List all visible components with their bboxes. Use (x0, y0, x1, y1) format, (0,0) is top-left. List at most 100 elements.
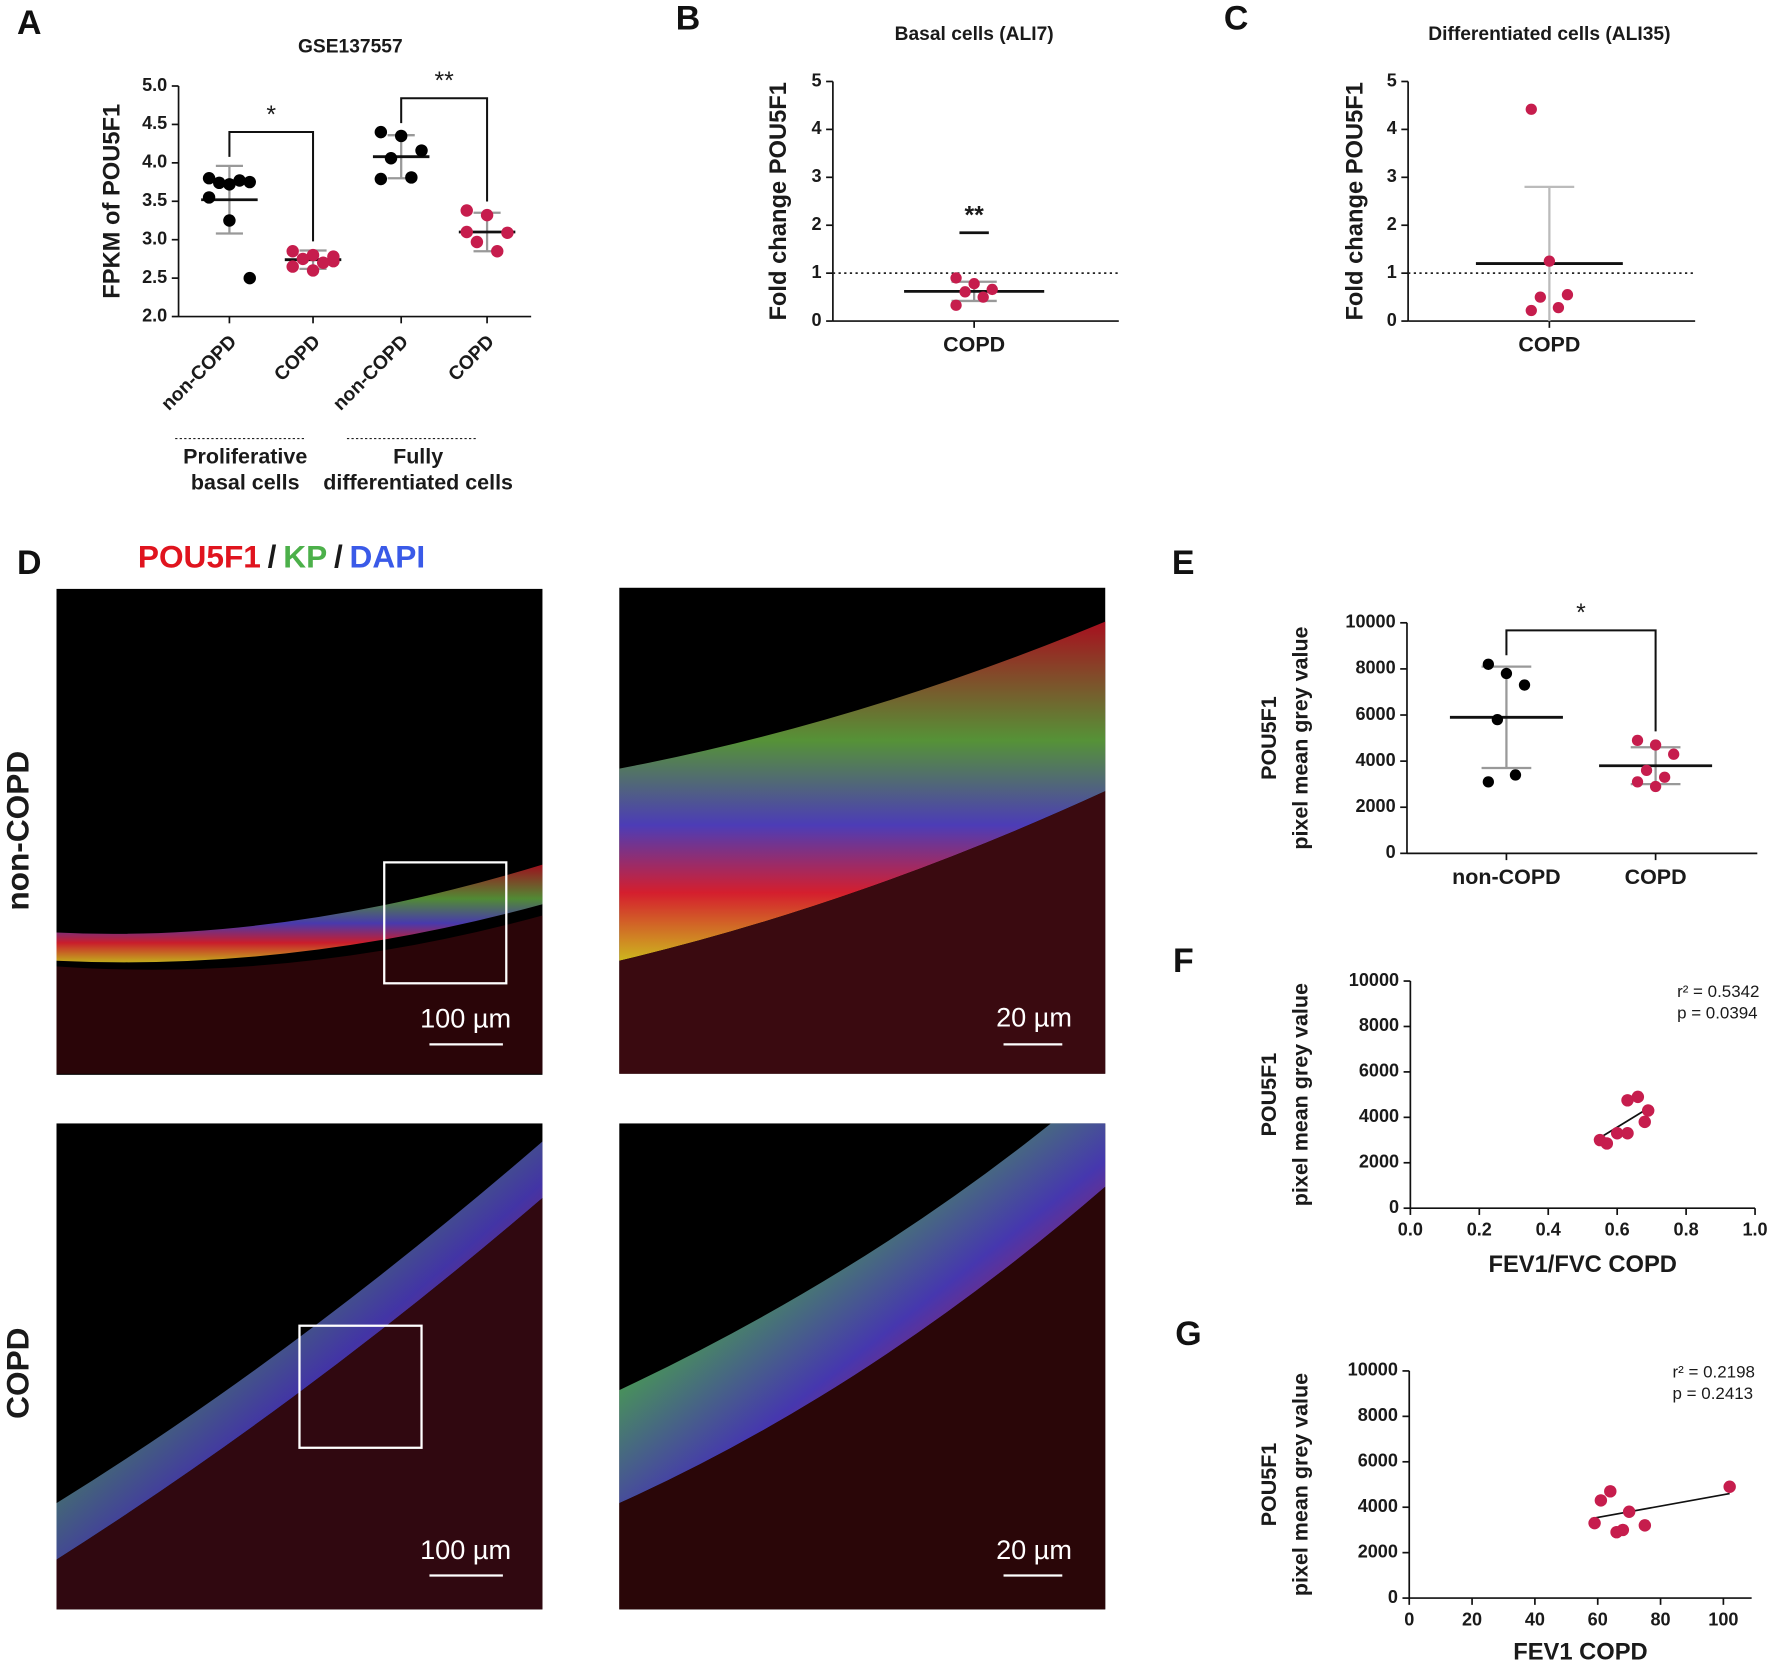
x-tick-label: 1.0 (1742, 1220, 1767, 1240)
row-label: non-COPD (0, 751, 36, 911)
annotation: p = 0.2413 (1673, 1384, 1754, 1403)
micrographs (56, 587, 1106, 1610)
y-tick-label: 4000 (1358, 1496, 1398, 1516)
dot (1658, 771, 1671, 783)
x-tick-label: 60 (1588, 1609, 1608, 1629)
panel-letter: C (1224, 0, 1248, 37)
y-tick-label: 10000 (1348, 1360, 1398, 1380)
x-tick-label: 0.0 (1398, 1220, 1423, 1240)
inset-box (298, 1324, 423, 1449)
y-tick-label: 4000 (1359, 1106, 1399, 1126)
y-tick-label: 1 (812, 262, 822, 282)
dot (1561, 289, 1574, 301)
scale-label: 100 µm (420, 1534, 511, 1565)
point (1621, 1094, 1634, 1107)
y-tick-label: 10000 (1349, 970, 1399, 990)
significance-bracket (400, 97, 489, 202)
dot (1649, 780, 1662, 793)
dot (233, 174, 246, 187)
dot (1509, 769, 1522, 781)
stroma (619, 791, 1106, 1074)
dot (286, 260, 299, 273)
y-axis-label: POU5F1 (1257, 1443, 1281, 1527)
point (1610, 1127, 1624, 1140)
stain: KP (283, 539, 327, 575)
y-axis-label: POU5F1 (1257, 696, 1281, 780)
dot (501, 226, 514, 239)
significance-label: * (266, 101, 276, 129)
separator: / (334, 539, 343, 575)
panel-letter: G (1175, 1315, 1201, 1353)
chart-title: Differentiated cells (ALI35) (1428, 24, 1670, 45)
y-tick-label: 3 (1387, 166, 1397, 186)
x-tick-label: COPD (445, 331, 499, 385)
point (1638, 1519, 1652, 1532)
point (1594, 1494, 1608, 1507)
dot (460, 225, 473, 239)
significance-label: * (1576, 599, 1586, 627)
dot (1640, 764, 1653, 776)
panel-letter: D (17, 544, 41, 582)
x-tick-label: 80 (1651, 1609, 1671, 1629)
significance-label: ** (964, 201, 984, 229)
x-axis-label: FEV1 COPD (1513, 1640, 1647, 1666)
y-tick-label: 4 (1387, 118, 1397, 138)
group-label: differentiated cells (323, 470, 513, 494)
y-tick-label: 2.5 (142, 267, 167, 287)
point (1641, 1104, 1655, 1117)
significance-label: ** (434, 67, 454, 95)
dot (1631, 776, 1644, 788)
y-axis-label: Fold change POU5F1 (766, 82, 792, 321)
point (1638, 1115, 1651, 1129)
point (1604, 1485, 1617, 1498)
dot (950, 299, 962, 311)
dot (1668, 748, 1680, 760)
group-label: Proliferative (183, 444, 307, 468)
point (1622, 1505, 1636, 1518)
dot (384, 152, 398, 165)
dot (243, 271, 256, 285)
y-tick-label: 5 (1387, 70, 1397, 90)
x-tick-label: COPD (271, 331, 325, 385)
dot (202, 191, 216, 204)
dot (405, 171, 418, 184)
y-tick-label: 4.5 (142, 113, 167, 133)
y-tick-label: 6000 (1358, 1451, 1398, 1471)
panel-letter: F (1173, 942, 1194, 980)
row-label: COPD (0, 1328, 36, 1419)
dot (959, 286, 971, 298)
x-axis-label: FEV1/FVC COPD (1488, 1252, 1676, 1278)
x-tick-label: COPD (1625, 865, 1687, 889)
significance-bracket (228, 131, 315, 242)
y-tick-label: 5.0 (142, 75, 167, 95)
annotation: p = 0.0394 (1677, 1003, 1758, 1022)
annotation: r² = 0.2198 (1673, 1363, 1755, 1382)
y-tick-label: 2000 (1358, 1541, 1398, 1561)
x-tick-label: non-COPD (158, 331, 242, 415)
dot (977, 291, 989, 303)
stroma (619, 1186, 1106, 1610)
dot (202, 172, 216, 185)
dot (374, 172, 388, 186)
inset-box (383, 861, 508, 985)
dot (1543, 255, 1556, 267)
y-tick-label: 2000 (1359, 1152, 1399, 1172)
dot (327, 250, 340, 263)
group-label: basal cells (191, 470, 300, 494)
y-tick-label: 4000 (1355, 750, 1395, 770)
stain: POU5F1 (138, 539, 261, 575)
x-tick-label: 20 (1462, 1609, 1482, 1629)
x-tick-label: 0 (1404, 1609, 1414, 1629)
x-tick-label: COPD (1518, 333, 1580, 357)
y-tick-label: 2 (1387, 214, 1397, 234)
dot (243, 175, 256, 189)
annotation: r² = 0.5342 (1677, 982, 1759, 1001)
stroma (56, 915, 543, 1074)
dot (1482, 658, 1494, 670)
point (1600, 1137, 1614, 1150)
dot (286, 245, 299, 258)
dot (968, 278, 980, 290)
y-tick-label: 5 (812, 70, 822, 90)
dot (480, 208, 494, 222)
dot (1482, 776, 1494, 788)
